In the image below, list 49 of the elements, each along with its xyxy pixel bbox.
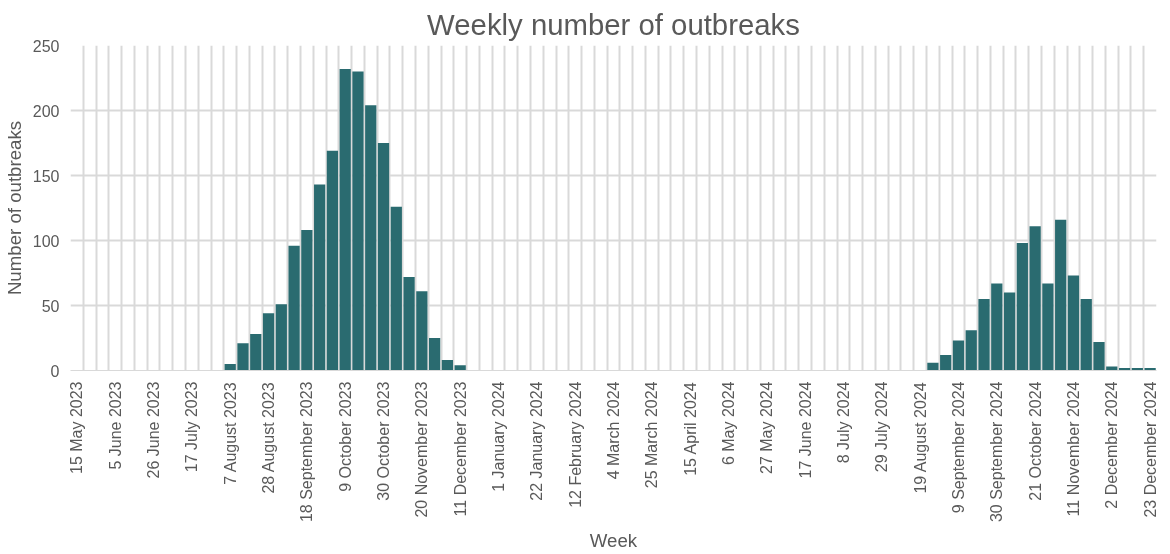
x-tick-label: 4 March 2024: [605, 381, 622, 480]
x-tick-label: 15 May 2023: [68, 381, 86, 475]
x-tick-label: 23 December 2024: [1141, 381, 1159, 518]
x-tick-label: 30 September 2024: [988, 381, 1006, 523]
y-tick-label: 0: [50, 362, 60, 380]
x-tick-label: 1 January 2024: [490, 381, 508, 492]
x-tick-label: 19 August 2024: [911, 382, 929, 494]
bar: [262, 313, 275, 371]
bar: [429, 338, 441, 371]
y-tick-label: 250: [32, 37, 60, 55]
x-tick-label: 18 September 2023: [298, 381, 316, 523]
x-tick-label: 6 May 2024: [719, 381, 737, 466]
bar: [314, 184, 326, 371]
x-tick-label: 29 July 2024: [873, 381, 891, 473]
bar: [952, 340, 965, 371]
x-tick-label: 22 January 2024: [528, 381, 546, 501]
x-tick-label: 25 March 2024: [643, 381, 661, 489]
y-tick-label: 200: [32, 102, 60, 120]
x-tick-label: 15 April 2024: [681, 382, 699, 476]
bar: [1067, 275, 1080, 371]
bar: [441, 360, 454, 371]
bar: [454, 365, 466, 371]
y-axis-title: Number of outbreaks: [3, 120, 25, 296]
bar: [1016, 243, 1028, 371]
x-axis-title: Week: [589, 530, 638, 552]
x-tick-label: 21 October 2024: [1026, 381, 1044, 501]
x-tick-label: 2 December 2024: [1103, 381, 1121, 509]
x-tick-label: 27 May 2024: [758, 381, 776, 475]
y-tick-label: 50: [41, 297, 60, 315]
bar: [1003, 292, 1016, 371]
bar: [377, 143, 390, 371]
chart-title: Weekly number of outbreaks: [427, 7, 800, 41]
x-tick-label: 12 February 2024: [566, 381, 584, 508]
x-tick-label: 26 June 2023: [145, 381, 163, 479]
x-tick-label: 20 November 2023: [413, 381, 431, 518]
x-tick-label: 11 December 2023: [451, 381, 469, 517]
x-tick-label: 7 August 2023: [221, 382, 239, 485]
x-tick-label: 17 July 2023: [183, 381, 201, 473]
x-tick-label: 8 July 2024: [834, 381, 852, 464]
x-tick-label: 5 June 2023: [106, 381, 124, 470]
x-tick-label: 9 September 2024: [949, 381, 967, 514]
x-tick-label: 9 October 2023: [336, 381, 354, 492]
x-tick-label: 28 August 2023: [260, 382, 278, 494]
x-tick-label: 30 October 2023: [375, 381, 393, 501]
y-tick-label: 100: [32, 232, 60, 250]
y-tick-label: 150: [32, 167, 60, 185]
x-tick-label: 17 June 2024: [796, 381, 814, 479]
x-tick-label: 11 November 2024: [1064, 381, 1082, 517]
bar: [326, 150, 339, 371]
